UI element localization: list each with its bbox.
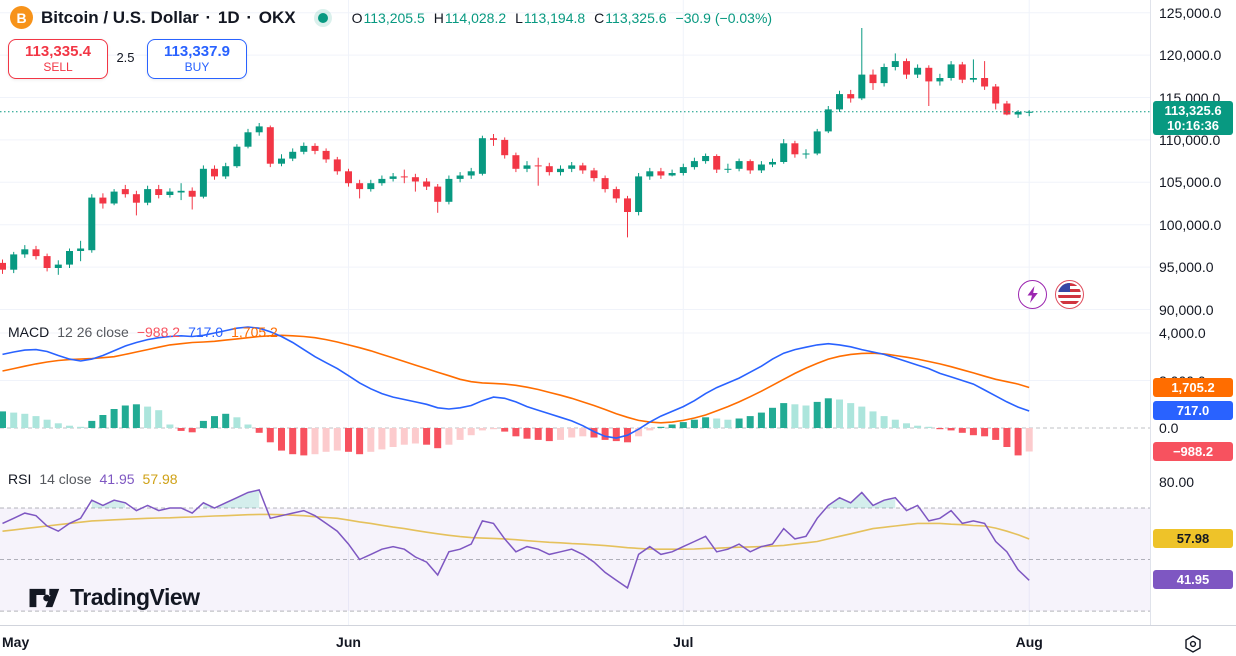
month-label: Jul — [673, 634, 694, 650]
buy-label: BUY — [184, 59, 210, 74]
rsi-value-tag: 41.95 — [1153, 570, 1233, 590]
axis-tick-label: 90,000.0 — [1159, 301, 1214, 318]
rsi-legend[interactable]: RSI 14 close 41.95 57.98 — [8, 471, 178, 487]
axis-tick-label: 0.0 — [1159, 420, 1179, 436]
open-label: O — [351, 9, 363, 26]
high-label: H — [433, 9, 444, 26]
open-value: 113,205.5 — [363, 9, 425, 26]
axis-tick-label: 110,000.0 — [1159, 131, 1221, 148]
us-flag-icon[interactable] — [1055, 280, 1084, 309]
axis-tick-label: 80.00 — [1159, 474, 1195, 491]
instant-trading-lightning-icon[interactable] — [1018, 280, 1047, 309]
axis-tick-label: 4,000.0 — [1159, 325, 1206, 341]
rsi-value-tag: 57.98 — [1153, 529, 1233, 548]
macd-value-tag: −988.2 — [1153, 441, 1233, 461]
price-scale[interactable]: 125,000.0 120,000.0 115,000.0 110,000.0 105,… — [1150, 0, 1236, 625]
axis-tick-label: 120,000.0 — [1159, 47, 1222, 64]
market-status-dot-icon[interactable] — [317, 12, 328, 23]
symbol-title[interactable]: Bitcoin / U.S. Dollar · 1D · OKX — [41, 8, 296, 28]
low-label: L — [515, 9, 523, 26]
bitcoin-logo-icon: B — [10, 6, 33, 29]
macd-line-value: 717.0 — [188, 324, 224, 340]
exchange-label: OKX — [258, 7, 296, 27]
rsi-line-value: 41.95 — [99, 471, 135, 487]
macd-signal-value: 1,705.2 — [231, 324, 278, 340]
change-value: −30.9 (−0.03%) — [675, 9, 773, 26]
symbol-header: B Bitcoin / U.S. Dollar · 1D · OKX O113,… — [10, 6, 772, 29]
interval-label[interactable]: 1D — [217, 7, 240, 27]
macd-value-tag: 717.0 — [1153, 401, 1233, 420]
order-panel: 113,335.4 SELL 113,337.9 BUY — [8, 39, 247, 79]
tradingview-logo-text: TradingView — [70, 584, 200, 610]
timezone-settings-icon[interactable] — [1182, 633, 1204, 656]
macd-params: 12 26 close — [57, 324, 129, 340]
macd-hist-value: −988.2 — [136, 324, 181, 340]
macd-value-tag: 1,705.2 — [1153, 377, 1233, 397]
high-value: 114,028.2 — [444, 9, 507, 26]
title-separator: · — [205, 7, 212, 27]
axis-tick-label: 95,000.0 — [1159, 259, 1214, 276]
title-separator: · — [246, 7, 253, 27]
close-label: C — [594, 9, 605, 26]
month-label: May — [2, 634, 30, 650]
tradingview-mark-icon — [29, 588, 60, 607]
ohlc-readout: O113,205.5 H114,028.2 L113,194.8 C113,32… — [352, 10, 772, 26]
sell-price: 113,335.4 — [25, 43, 91, 61]
axis-tick-label: 100,000.0 — [1159, 216, 1222, 233]
month-label: Aug — [1015, 634, 1043, 650]
rsi-params: 14 close — [39, 471, 92, 487]
last-price-tag: 113,325.6 10:16:36 — [1153, 100, 1233, 135]
time-scale[interactable]: May Jun Jul Aug — [0, 625, 1236, 656]
tradingview-logo[interactable]: TradingView — [28, 584, 200, 611]
low-value: 113,194.8 — [523, 9, 586, 26]
rsi-name: RSI — [8, 471, 32, 487]
rsi-ma-value: 57.98 — [142, 471, 178, 487]
axis-tick-label: 105,000.0 — [1159, 174, 1222, 191]
macd-name: MACD — [8, 324, 50, 340]
sell-label: SELL — [43, 59, 73, 74]
buy-button[interactable]: 113,337.9 BUY — [147, 39, 247, 79]
spread-value: 2.5 — [116, 50, 135, 65]
close-value: 113,325.6 — [605, 9, 667, 26]
buy-price: 113,337.9 — [164, 43, 230, 61]
axis-tick-label: 125,000.0 — [1159, 4, 1222, 21]
sell-button[interactable]: 113,335.4 SELL — [8, 39, 108, 79]
macd-legend[interactable]: MACD 12 26 close −988.2 717.0 1,705.2 — [8, 324, 278, 340]
symbol-name: Bitcoin / U.S. Dollar — [41, 7, 199, 27]
month-label: Jun — [336, 634, 361, 650]
